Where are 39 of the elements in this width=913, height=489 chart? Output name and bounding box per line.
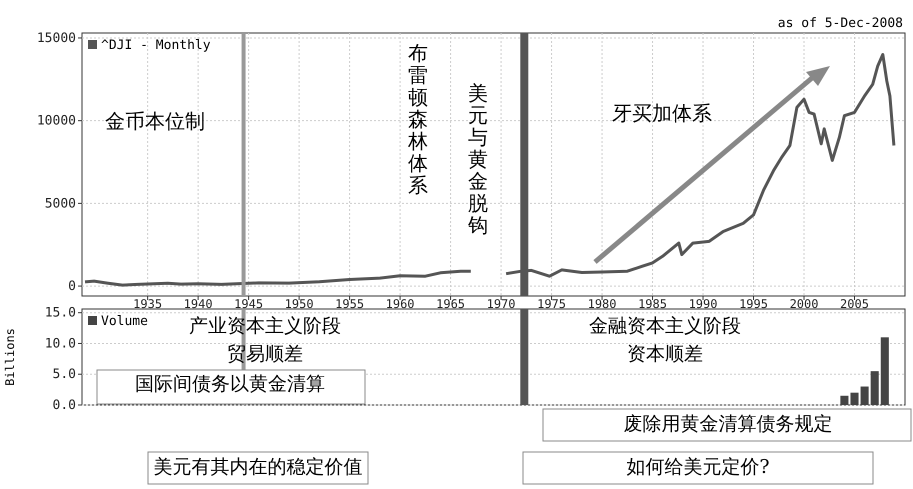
- text: 美元有其内在的稳定价值: [154, 456, 362, 478]
- y-tick-label: 10.0: [44, 336, 76, 352]
- x-tick-label: 2000: [790, 297, 818, 311]
- x-tick-label: 1985: [638, 297, 667, 311]
- y-tick-label: 5000: [44, 196, 76, 212]
- annotation: 牙买加体系: [612, 101, 712, 125]
- annotation: 资本顺差: [627, 343, 703, 365]
- legend-label: Volume: [101, 314, 148, 329]
- y-tick-label: 5.0: [52, 367, 76, 382]
- x-tick-label: 1965: [436, 297, 466, 311]
- text: 如何给美元定价?: [626, 456, 770, 478]
- annotation: 美元与黄金脱钩: [467, 81, 488, 237]
- x-tick-label: 1940: [184, 297, 213, 311]
- chart-title: as of 5-Dec-2008: [778, 16, 903, 31]
- y-tick-label: 0.0: [52, 398, 76, 413]
- x-tick-label: 1950: [284, 297, 314, 311]
- annotation: 贸易顺差: [227, 343, 303, 365]
- x-tick-label: 1960: [386, 297, 415, 311]
- x-tick-label: 1955: [335, 297, 364, 311]
- annotation: 金融资本主义阶段: [589, 315, 741, 337]
- y-tick-label: 15000: [36, 30, 76, 46]
- x-tick-label: 1995: [739, 297, 768, 311]
- y-tick-label: 15.0: [44, 306, 76, 321]
- annotation: 国际间债务以黄金清算: [135, 373, 325, 395]
- x-tick-label: 1990: [688, 297, 718, 311]
- x-tick-label: 1935: [133, 297, 162, 311]
- x-tick-label: 2005: [840, 297, 869, 311]
- annotation: 布雷顿森林体系: [407, 41, 428, 197]
- x-tick-label: 1945: [234, 297, 264, 311]
- x-tick-label: 1980: [588, 297, 617, 311]
- text: 废除用黄金清算债务规定: [624, 413, 832, 435]
- y-tick-label: 10000: [36, 114, 76, 129]
- annotation: 金币本位制: [105, 109, 205, 133]
- y-tick-label: 0: [68, 279, 76, 294]
- legend-label: ^DJI - Monthly: [101, 38, 211, 53]
- annotation: 产业资本主义阶段: [189, 315, 341, 337]
- x-tick-label: 1970: [486, 297, 516, 311]
- x-tick-label: 1975: [537, 297, 566, 311]
- y-axis-title: Billions: [3, 328, 17, 386]
